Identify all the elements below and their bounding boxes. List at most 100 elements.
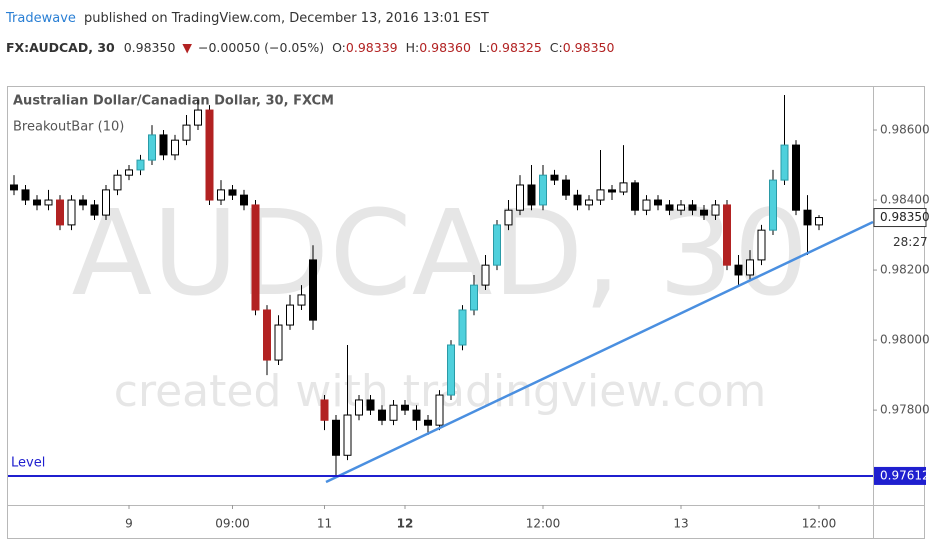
candle-body	[320, 399, 329, 421]
candle-body	[343, 414, 352, 456]
candle-body	[769, 179, 777, 231]
candle-body	[654, 199, 662, 206]
candle-body	[251, 204, 260, 311]
candle-body	[631, 182, 639, 211]
candle-body	[550, 174, 559, 181]
candle-body	[79, 199, 87, 206]
candle-body	[33, 199, 41, 206]
level-price-box	[874, 466, 926, 485]
candle-body	[746, 259, 754, 276]
y-tick-label: 0.98400	[880, 193, 930, 207]
candle-body	[182, 124, 191, 141]
candle-body	[240, 194, 248, 206]
watermark: AUDCAD, 30	[71, 184, 808, 322]
published-text: published on TradingView.com, December 1…	[84, 11, 489, 26]
high-value: 0.98360	[419, 40, 471, 55]
x-tick-label: 13	[673, 517, 688, 531]
candle-body	[21, 189, 30, 201]
candle-body	[688, 204, 697, 211]
candle-body	[493, 224, 501, 266]
candle-body	[297, 294, 306, 306]
candle-body	[608, 189, 616, 193]
candle-body	[125, 169, 133, 176]
candle-body	[700, 209, 708, 216]
down-arrow: ▼	[182, 40, 192, 55]
candle-body	[619, 182, 628, 193]
level-price-label: 0.97612	[880, 468, 930, 482]
level-label: Level	[11, 455, 45, 470]
candle-body	[757, 229, 766, 261]
candle-body	[803, 209, 812, 226]
candle-body	[424, 419, 432, 426]
x-tick-label: 11	[317, 517, 332, 531]
candle-body	[481, 264, 490, 286]
x-tick-label: 12:00	[526, 517, 561, 531]
close-label: C:	[550, 40, 563, 55]
y-tick-label: 0.97800	[880, 403, 930, 417]
candle-body	[263, 309, 271, 361]
open-label: O:	[332, 40, 346, 55]
candle-body	[228, 189, 237, 196]
candle-body	[274, 324, 283, 361]
x-tick-label: 12	[397, 517, 414, 531]
candle-body	[642, 199, 651, 211]
candle-body	[458, 309, 467, 346]
candle-body	[711, 204, 720, 216]
close-value: 0.98350	[563, 40, 615, 55]
trendline	[325, 220, 874, 484]
indicator-label: BreakoutBar (10)	[13, 120, 124, 135]
current-price-box	[873, 208, 927, 228]
countdown: 28:27	[893, 235, 928, 249]
publish-line: Tradewave published on TradingView.com, …	[5, 11, 489, 26]
candles	[10, 95, 823, 476]
candle-body	[286, 304, 294, 326]
candle-body	[378, 409, 386, 421]
last-price: 0.98350	[124, 40, 176, 55]
candle-body	[677, 204, 685, 211]
x-tick-label: 12:00	[802, 517, 837, 531]
high-label: H:	[406, 40, 420, 55]
candle-body	[148, 134, 156, 161]
candle-body	[309, 259, 317, 321]
y-tick-label: 0.98200	[880, 263, 930, 277]
candle-body	[366, 399, 375, 411]
candle-body	[435, 394, 444, 426]
x-tick-label: 9	[125, 517, 133, 531]
candle-body	[665, 204, 674, 211]
candle-body	[171, 139, 179, 156]
candle-body	[412, 409, 421, 421]
candle-body	[44, 199, 53, 206]
candle-body	[194, 109, 202, 126]
candle-body	[355, 399, 363, 416]
candle-body	[815, 217, 823, 226]
candle-body	[56, 199, 64, 226]
y-tick-label: 0.98600	[880, 123, 930, 137]
candle-body	[527, 184, 536, 206]
candle-body	[10, 184, 18, 191]
candle-body	[504, 209, 513, 226]
candle-body	[401, 404, 409, 411]
candle-body	[780, 144, 789, 181]
current-price-label: 0.98350	[880, 210, 930, 224]
open-value: 0.98339	[346, 40, 398, 55]
publisher[interactable]: Tradewave	[5, 11, 76, 26]
candle-body	[90, 204, 99, 216]
candle-body	[67, 199, 76, 226]
candle-body	[516, 184, 524, 211]
candle-body	[573, 194, 582, 206]
candle-body	[102, 189, 110, 216]
candle-body	[447, 344, 455, 396]
y-tick-label: 0.98000	[880, 333, 930, 347]
change: −0.00050 (−0.05%)	[198, 40, 324, 55]
candle-body	[562, 179, 570, 196]
candle-body	[470, 284, 478, 311]
chart-title: Australian Dollar/Canadian Dollar, 30, F…	[13, 94, 334, 109]
candle-body	[332, 419, 340, 456]
quote-line: FX:AUDCAD, 30 0.98350 ▼ −0.00050 (−0.05%…	[6, 40, 614, 55]
candle-body	[389, 404, 398, 421]
candle-body	[217, 189, 225, 201]
candle-body	[596, 189, 605, 201]
candle-body	[723, 204, 731, 266]
